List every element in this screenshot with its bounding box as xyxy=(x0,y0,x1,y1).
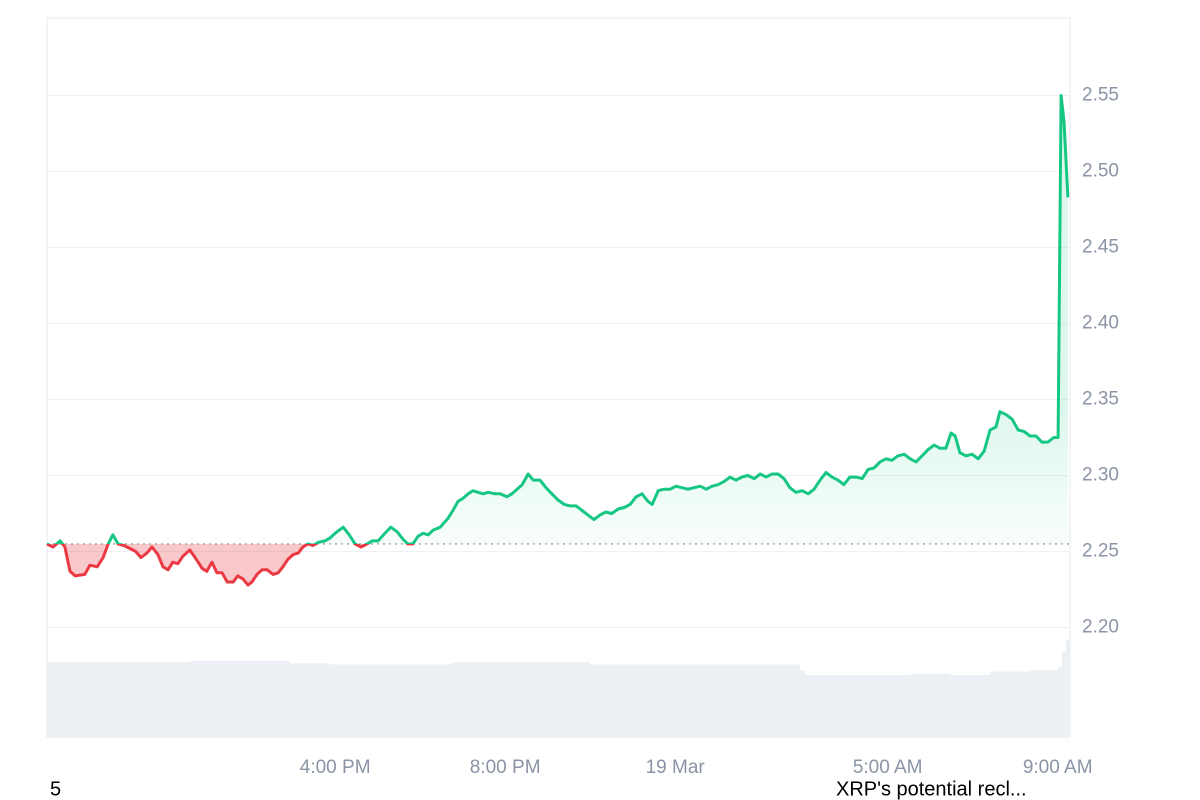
volume-bar xyxy=(589,664,801,737)
price-area xyxy=(47,95,1068,585)
x-tick-label: 4:00 PM xyxy=(300,757,371,778)
volume-bar xyxy=(804,674,911,737)
volume-bar xyxy=(800,670,805,737)
price-line xyxy=(46,94,1070,587)
volume-bar xyxy=(990,671,1031,737)
plot-frame xyxy=(46,17,1071,738)
y-tick-label: 2.50 xyxy=(1082,161,1119,182)
volume-bar xyxy=(189,660,290,737)
volume-bar xyxy=(289,663,331,737)
footer-right: XRP's potential recl... xyxy=(836,778,1027,800)
volume-bar xyxy=(449,663,456,737)
volume-bar xyxy=(455,662,560,737)
volume-bar xyxy=(1058,666,1062,737)
volume-bar xyxy=(1030,670,1059,737)
volume-bar xyxy=(1061,651,1067,737)
x-tick-label: 5:00 AM xyxy=(853,757,923,778)
y-tick-label: 2.35 xyxy=(1082,389,1119,410)
x-tick-label: 8:00 PM xyxy=(470,757,541,778)
y-tick-label: 2.45 xyxy=(1082,237,1119,258)
y-tick-label: 2.25 xyxy=(1082,541,1119,562)
y-tick-label: 2.40 xyxy=(1082,313,1119,334)
volume-bar xyxy=(330,664,450,737)
x-tick-label: 9:00 AM xyxy=(1023,757,1093,778)
x-tick-label: 19 Mar xyxy=(646,757,706,778)
footer-left: 5 xyxy=(50,778,61,800)
y-tick-label: 2.55 xyxy=(1082,85,1119,106)
y-tick-label: 2.20 xyxy=(1082,617,1119,638)
y-tick-label: 2.30 xyxy=(1082,465,1119,486)
volume-bar xyxy=(47,662,190,737)
volume-bar xyxy=(559,662,590,737)
volume-bar xyxy=(910,673,951,737)
volume-bar xyxy=(950,674,991,737)
volume-bar xyxy=(1066,639,1070,737)
